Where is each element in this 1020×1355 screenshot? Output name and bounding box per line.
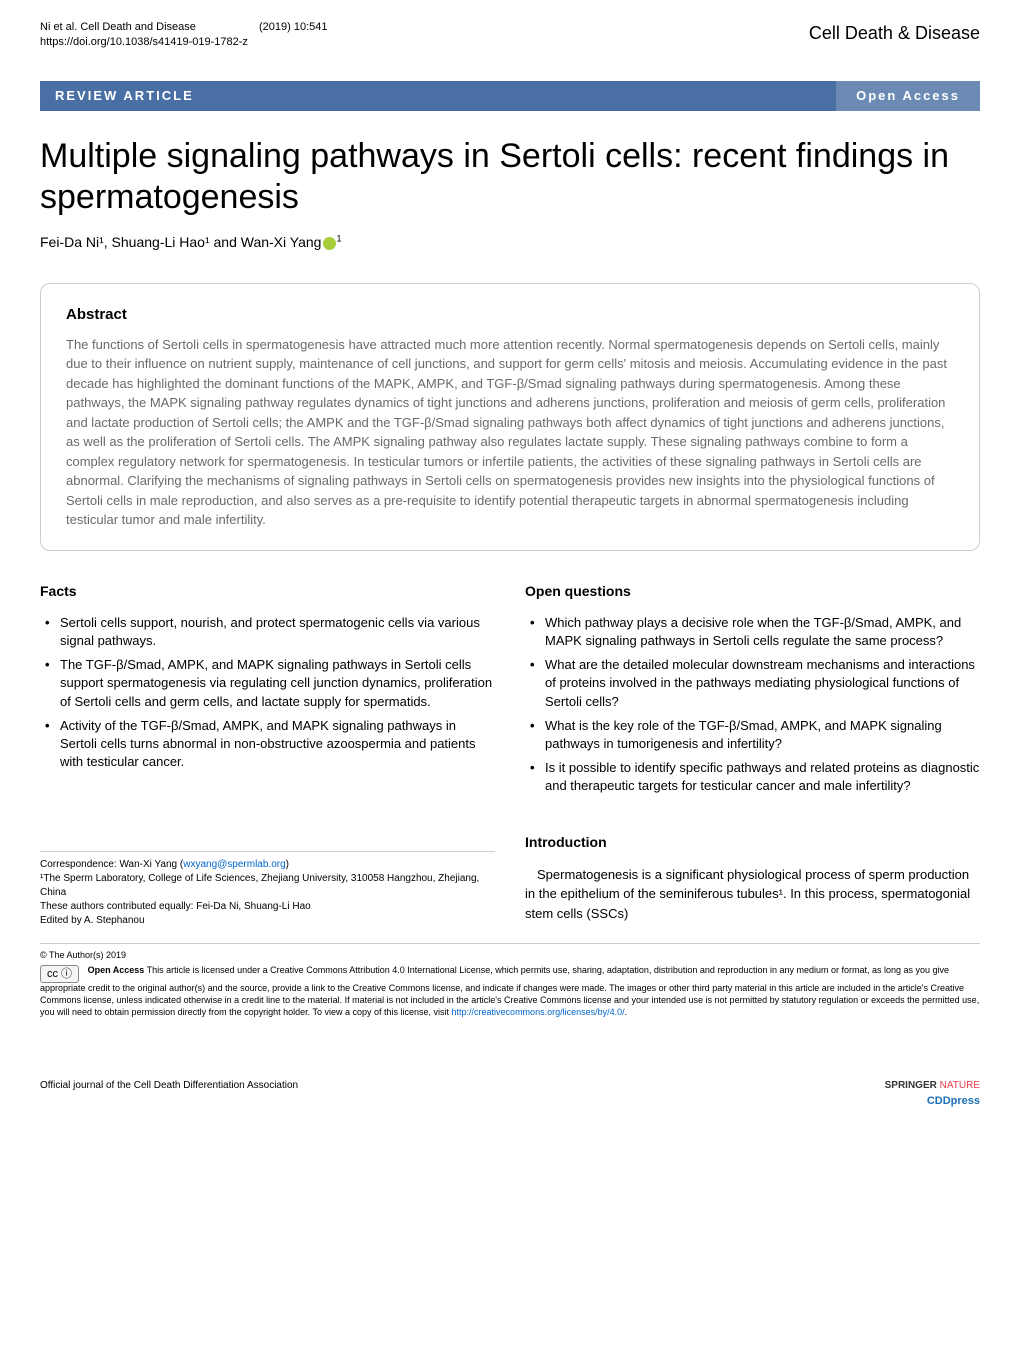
correspondence-label: Correspondence: Wan-Xi Yang (	[40, 859, 183, 870]
license-link[interactable]: http://creativecommons.org/licenses/by/4…	[452, 1007, 625, 1017]
springer-text: SPRINGER	[885, 1080, 937, 1091]
list-item: What are the detailed molecular downstre…	[545, 656, 980, 711]
footer-left-text: Official journal of the Cell Death Diffe…	[40, 1078, 298, 1110]
cdd-press-logo: CDDpress	[885, 1093, 980, 1110]
article-title: Multiple signaling pathways in Sertoli c…	[0, 121, 1020, 228]
article-type: REVIEW ARTICLE	[40, 86, 194, 106]
list-item: What is the key role of the TGF-β/Smad, …	[545, 717, 980, 753]
list-item: Which pathway plays a decisive role when…	[545, 614, 980, 650]
orcid-icon	[323, 237, 336, 250]
facts-list: Sertoli cells support, nourish, and prot…	[40, 614, 495, 772]
publisher-logo: SPRINGER NATURE	[885, 1078, 980, 1093]
abstract-box: Abstract The functions of Sertoli cells …	[40, 283, 980, 551]
list-item: The TGF-β/Smad, AMPK, and MAPK signaling…	[60, 656, 495, 711]
citation-block: Ni et al. Cell Death and Disease (2019) …	[40, 20, 327, 51]
correspondence-email-link[interactable]: wxyang@spermlab.org	[183, 859, 285, 870]
list-item: Is it possible to identify specific path…	[545, 759, 980, 795]
open-access-badge: Open Access	[836, 81, 980, 111]
abstract-heading: Abstract	[66, 304, 954, 327]
facts-heading: Facts	[40, 581, 495, 602]
affiliation-text: ¹The Sperm Laboratory, College of Life S…	[40, 873, 479, 898]
footer-right: SPRINGER NATURE CDDpress	[885, 1078, 980, 1110]
left-column: Facts Sertoli cells support, nourish, an…	[40, 581, 495, 929]
introduction-heading: Introduction	[525, 832, 980, 853]
license-block: © The Author(s) 2019 cc ⓘ Open Access Th…	[40, 943, 980, 1018]
questions-list: Which pathway plays a decisive role when…	[525, 614, 980, 796]
article-type-banner: REVIEW ARTICLE Open Access	[40, 81, 980, 111]
nature-text: NATURE	[940, 1080, 980, 1091]
doi-text: https://doi.org/10.1038/s41419-019-1782-…	[40, 36, 248, 48]
license-period: .	[625, 1007, 628, 1017]
license-heading: Open Access	[88, 965, 145, 975]
copyright-text: © The Author(s) 2019	[40, 950, 980, 962]
list-item: Activity of the TGF-β/Smad, AMPK, and MA…	[60, 717, 495, 772]
questions-heading: Open questions	[525, 581, 980, 602]
authors-text: Fei-Da Ni¹, Shuang-Li Hao¹ and Wan-Xi Ya…	[40, 234, 321, 250]
journal-name: Cell Death & Disease	[809, 20, 980, 51]
editor-text: Edited by A. Stephanou	[40, 915, 145, 926]
abstract-text: The functions of Sertoli cells in sperma…	[66, 335, 954, 530]
equal-contrib-text: These authors contributed equally: Fei-D…	[40, 901, 311, 912]
list-item: Sertoli cells support, nourish, and prot…	[60, 614, 495, 650]
correspondence-block: Correspondence: Wan-Xi Yang (wxyang@sper…	[40, 851, 495, 928]
citation-issue: (2019) 10:541	[259, 21, 328, 33]
right-column: Open questions Which pathway plays a dec…	[525, 581, 980, 929]
cc-icon: cc ⓘ	[40, 965, 79, 983]
citation-authors: Ni et al. Cell Death and Disease	[40, 21, 196, 33]
introduction-text: Spermatogenesis is a significant physiol…	[525, 865, 980, 924]
correspondence-close: )	[286, 859, 289, 870]
authors-line: Fei-Da Ni¹, Shuang-Li Hao¹ and Wan-Xi Ya…	[0, 227, 1020, 273]
page-footer: Official journal of the Cell Death Diffe…	[0, 1058, 1020, 1125]
body-columns: Facts Sertoli cells support, nourish, an…	[0, 581, 1020, 929]
author-affiliation-sup: 1	[336, 234, 341, 244]
header-top: Ni et al. Cell Death and Disease (2019) …	[0, 0, 1020, 61]
